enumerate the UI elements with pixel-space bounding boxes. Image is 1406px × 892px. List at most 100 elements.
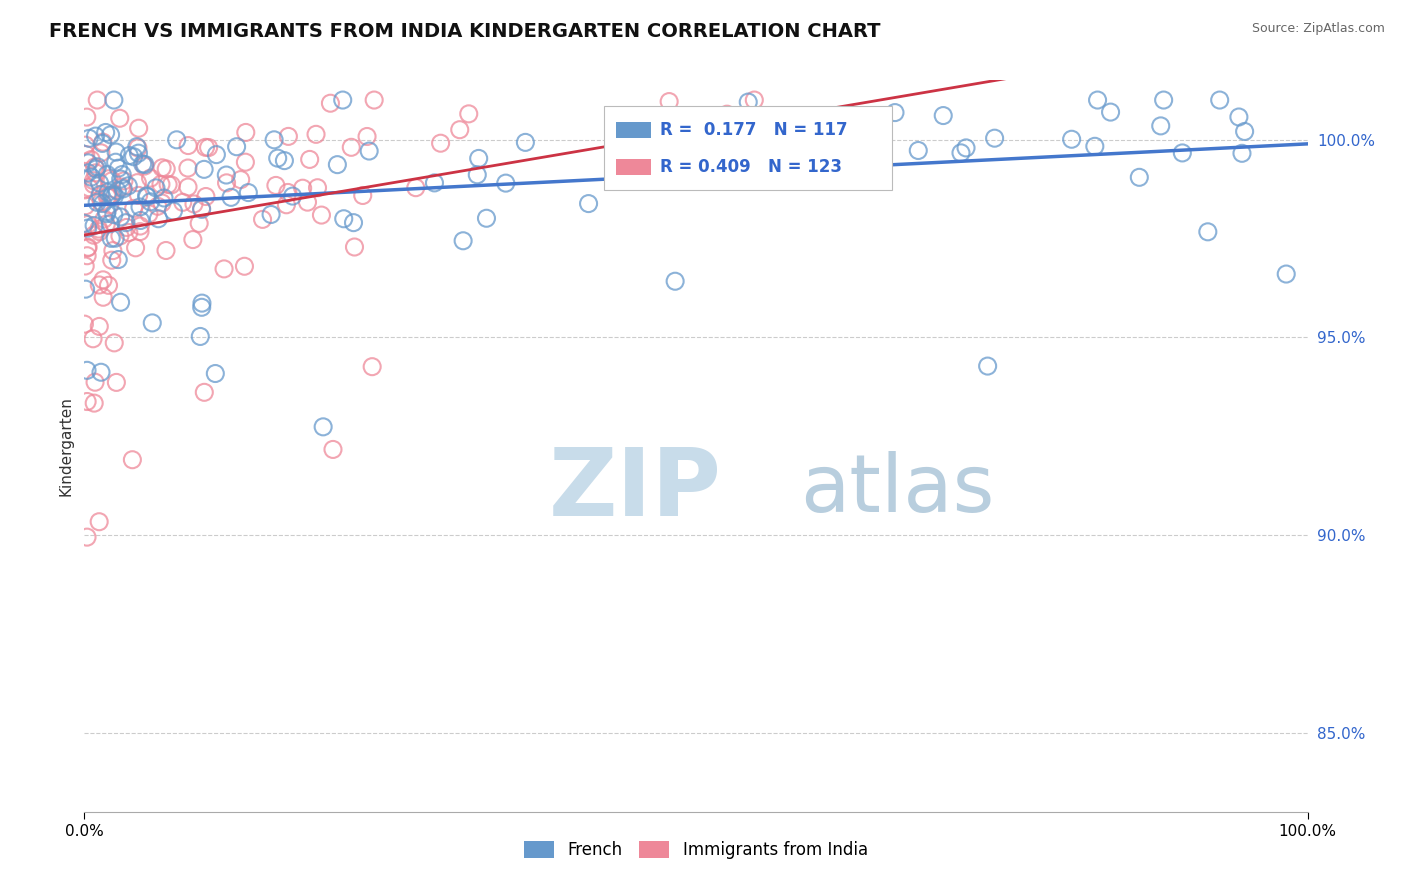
Point bbox=[361, 359, 384, 374]
Point bbox=[429, 136, 451, 151]
Point bbox=[77, 180, 100, 194]
Point bbox=[80, 170, 103, 185]
Point bbox=[311, 208, 333, 222]
Point bbox=[107, 252, 129, 267]
Point bbox=[76, 110, 98, 124]
Point bbox=[727, 131, 749, 145]
Point bbox=[281, 189, 304, 203]
Point bbox=[1197, 225, 1219, 239]
Point bbox=[150, 161, 173, 175]
Point bbox=[83, 174, 105, 188]
Point bbox=[138, 207, 160, 221]
Point bbox=[73, 216, 96, 230]
Point bbox=[128, 188, 150, 202]
Point bbox=[1128, 170, 1150, 185]
Point bbox=[94, 126, 117, 140]
Point bbox=[96, 217, 118, 231]
Point bbox=[150, 196, 173, 211]
Point bbox=[215, 176, 238, 190]
Point bbox=[111, 168, 134, 182]
Point bbox=[96, 168, 118, 182]
Point bbox=[84, 129, 107, 144]
Point bbox=[82, 178, 104, 192]
Point bbox=[111, 180, 134, 194]
Point bbox=[264, 178, 287, 193]
Point bbox=[352, 188, 374, 202]
Point bbox=[84, 162, 107, 177]
Point bbox=[76, 530, 98, 544]
FancyBboxPatch shape bbox=[605, 106, 891, 190]
Y-axis label: Kindergarten: Kindergarten bbox=[58, 396, 73, 496]
Point bbox=[75, 199, 97, 213]
Point bbox=[86, 93, 108, 107]
Point bbox=[751, 114, 773, 128]
Point bbox=[332, 93, 354, 107]
Point bbox=[955, 141, 977, 155]
Point bbox=[91, 290, 114, 304]
Point bbox=[76, 221, 98, 235]
Bar bbox=[616, 159, 651, 175]
Point bbox=[737, 95, 759, 109]
Point bbox=[319, 96, 342, 111]
Point bbox=[233, 260, 256, 274]
Point bbox=[89, 176, 111, 190]
Point bbox=[194, 140, 217, 154]
Point bbox=[86, 160, 108, 174]
Point bbox=[73, 183, 96, 197]
Point bbox=[75, 147, 97, 161]
Point bbox=[723, 171, 745, 186]
Point bbox=[225, 139, 247, 153]
Point bbox=[77, 166, 100, 180]
Point bbox=[103, 335, 125, 350]
Point bbox=[340, 140, 363, 154]
Point bbox=[1087, 93, 1109, 107]
Point bbox=[148, 211, 170, 226]
Point bbox=[177, 161, 200, 175]
Point bbox=[97, 278, 120, 293]
Point bbox=[1230, 146, 1253, 161]
Point bbox=[193, 385, 215, 400]
Point bbox=[100, 217, 122, 231]
Point bbox=[260, 207, 283, 221]
Point bbox=[97, 189, 120, 203]
Point bbox=[238, 186, 260, 200]
Point bbox=[193, 162, 215, 177]
Point bbox=[105, 376, 128, 390]
Point bbox=[983, 131, 1005, 145]
Point bbox=[405, 180, 427, 194]
Point bbox=[129, 213, 152, 227]
Point bbox=[720, 162, 742, 177]
Point bbox=[108, 229, 131, 244]
Point bbox=[108, 112, 131, 126]
Point bbox=[75, 282, 97, 296]
Point bbox=[515, 136, 537, 150]
Point bbox=[166, 133, 188, 147]
Point bbox=[96, 206, 118, 220]
Point bbox=[359, 144, 381, 158]
Point bbox=[578, 196, 600, 211]
Point bbox=[1233, 124, 1256, 138]
Point bbox=[291, 181, 314, 195]
Point bbox=[110, 172, 132, 186]
Point bbox=[312, 420, 335, 434]
Point bbox=[90, 145, 112, 160]
Point bbox=[153, 191, 176, 205]
Point bbox=[145, 181, 167, 195]
Text: R =  0.177   N = 117: R = 0.177 N = 117 bbox=[661, 121, 848, 139]
Point bbox=[197, 140, 219, 154]
Point bbox=[650, 165, 672, 179]
Point bbox=[103, 93, 125, 107]
Text: atlas: atlas bbox=[800, 450, 994, 529]
Point bbox=[1153, 93, 1175, 107]
Point bbox=[100, 253, 122, 268]
Point bbox=[141, 316, 163, 330]
Point bbox=[110, 210, 132, 224]
Point bbox=[100, 231, 122, 245]
Point bbox=[1275, 267, 1298, 281]
Point bbox=[326, 158, 349, 172]
Point bbox=[742, 93, 765, 107]
Point bbox=[188, 216, 211, 230]
Point bbox=[91, 273, 114, 287]
Point bbox=[1099, 105, 1122, 120]
Point bbox=[212, 261, 235, 276]
